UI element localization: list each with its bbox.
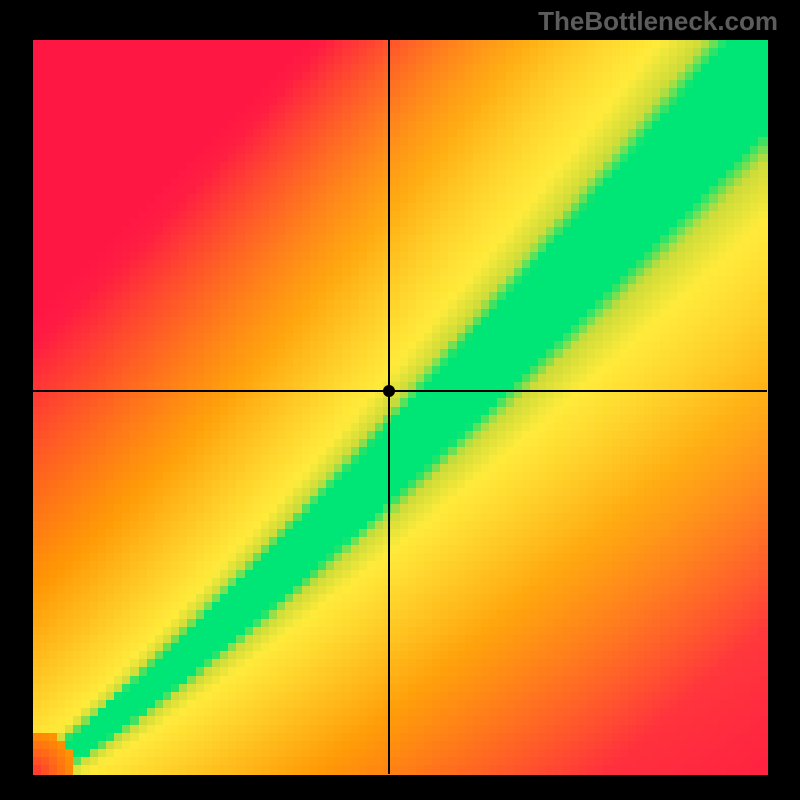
crosshair-dot bbox=[383, 385, 395, 397]
chart-container: TheBottleneck.com bbox=[0, 0, 800, 800]
crosshair-vertical bbox=[388, 40, 390, 774]
heatmap-canvas bbox=[0, 0, 800, 800]
crosshair-horizontal bbox=[33, 390, 767, 392]
watermark-text: TheBottleneck.com bbox=[538, 6, 778, 37]
